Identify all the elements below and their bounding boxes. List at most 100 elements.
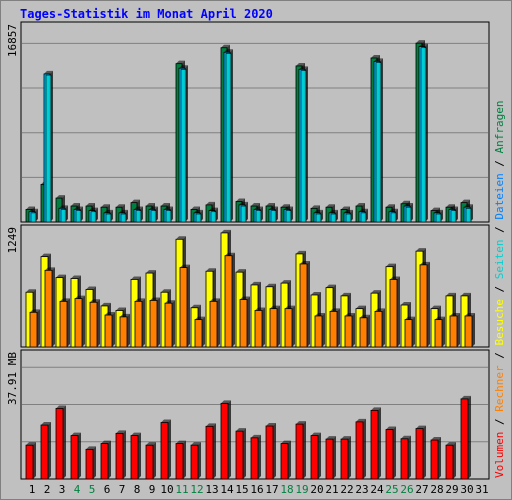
day-label: 1 bbox=[29, 483, 36, 496]
bar-rechner bbox=[194, 319, 203, 348]
day-label: 14 bbox=[220, 483, 234, 496]
bar-volumen bbox=[295, 423, 304, 480]
bar-rechner bbox=[254, 310, 263, 348]
bar-volumen-top bbox=[101, 440, 111, 444]
day-label: 7 bbox=[119, 483, 126, 496]
bar-volumen-side bbox=[228, 400, 231, 479]
bar-besuche-top bbox=[101, 302, 111, 306]
bar-volumen-top bbox=[131, 432, 141, 436]
bar-volumen bbox=[55, 408, 64, 480]
bar-volumen-side bbox=[33, 442, 36, 479]
bar-volumen-top bbox=[161, 419, 171, 423]
bar-rechner-side bbox=[337, 308, 340, 347]
side-legend-separator: / bbox=[493, 279, 506, 299]
bar-volumen-side bbox=[363, 418, 366, 479]
bar-rechner bbox=[389, 279, 398, 348]
day-label: 21 bbox=[325, 483, 338, 496]
bar-volumen-side bbox=[453, 442, 456, 479]
bar-volumen-top bbox=[41, 422, 51, 426]
bar-volumen bbox=[430, 439, 439, 480]
bar-volumen-side bbox=[183, 440, 186, 479]
day-label: 27 bbox=[415, 483, 428, 496]
side-legend-seiten: Seiten bbox=[493, 240, 506, 280]
day-label: 12 bbox=[190, 483, 203, 496]
bar-volumen bbox=[265, 425, 274, 480]
bar-seiten bbox=[345, 213, 352, 223]
bar-volumen bbox=[415, 428, 424, 480]
bar-volumen-top bbox=[26, 442, 36, 446]
bar-seiten bbox=[390, 212, 397, 223]
side-legend-anfragen: Anfragen bbox=[493, 100, 506, 153]
bar-seiten bbox=[240, 205, 247, 223]
bar-rechner-top bbox=[165, 300, 175, 304]
bar-volumen bbox=[250, 437, 259, 480]
bar-rechner-side bbox=[442, 316, 445, 347]
bar-rechner-side bbox=[277, 305, 280, 347]
bar-rechner-side bbox=[367, 314, 370, 347]
bar-volumen-top bbox=[221, 400, 231, 404]
bar-volumen bbox=[25, 444, 34, 480]
bar-seiten bbox=[405, 206, 412, 223]
bar-rechner bbox=[314, 315, 323, 348]
bar-rechner bbox=[59, 300, 68, 348]
bar-rechner bbox=[179, 267, 188, 348]
side-legend-separator: / bbox=[493, 412, 506, 432]
bar-volumen bbox=[145, 444, 154, 480]
bar-rechner-top bbox=[180, 264, 190, 268]
bar-rechner-top bbox=[300, 260, 310, 264]
y-max-label-bottom: 37.91 MB bbox=[6, 352, 19, 405]
bar-seiten bbox=[435, 213, 442, 223]
bar-volumen bbox=[220, 402, 229, 480]
bar-besuche-top bbox=[71, 275, 81, 279]
bar-volumen-top bbox=[191, 442, 201, 446]
bar-rechner bbox=[104, 314, 113, 348]
bar-seiten bbox=[60, 209, 67, 223]
bar-volumen-side bbox=[393, 426, 396, 479]
side-legend-rechner: Rechner bbox=[493, 365, 506, 412]
bar-rechner-side bbox=[217, 298, 220, 347]
day-label: 3 bbox=[59, 483, 66, 496]
bar-rechner-top bbox=[285, 305, 295, 309]
day-label: 15 bbox=[235, 483, 248, 496]
bar-volumen-side bbox=[243, 428, 246, 479]
bar-volumen-side bbox=[288, 440, 291, 479]
side-legend-besuche: Besuche bbox=[493, 299, 506, 345]
bar-rechner-side bbox=[157, 297, 160, 347]
bar-volumen-top bbox=[176, 440, 186, 444]
bar-rechner bbox=[344, 315, 353, 348]
bar-besuche-top bbox=[26, 289, 36, 293]
bar-rechner bbox=[404, 319, 413, 348]
day-label: 25 bbox=[385, 483, 398, 496]
bar-seiten bbox=[465, 208, 472, 223]
bar-besuche-top bbox=[191, 304, 201, 308]
bar-volumen-side bbox=[378, 407, 381, 479]
bar-seiten bbox=[135, 210, 142, 223]
bar-seiten bbox=[105, 213, 112, 223]
bar-volumen-side bbox=[213, 423, 216, 479]
side-legend-dateien: Dateien bbox=[493, 173, 506, 219]
bar-volumen-top bbox=[341, 436, 351, 440]
bar-rechner-side bbox=[292, 305, 295, 347]
bar-rechner bbox=[74, 298, 83, 348]
bar-seiten bbox=[180, 69, 187, 223]
bar-seiten bbox=[150, 210, 157, 223]
bar-volumen-top bbox=[251, 434, 261, 438]
bar-volumen-top bbox=[431, 437, 441, 441]
bar-rechner-side bbox=[232, 252, 235, 347]
bar-volumen bbox=[280, 443, 289, 480]
bar-rechner bbox=[239, 299, 248, 348]
day-label: 18 bbox=[280, 483, 293, 496]
bar-seiten bbox=[195, 213, 202, 223]
bar-rechner-top bbox=[360, 314, 370, 318]
bar-volumen-top bbox=[461, 395, 471, 399]
day-label: 24 bbox=[370, 483, 384, 496]
bar-rechner-side bbox=[37, 309, 40, 347]
day-label: 9 bbox=[149, 483, 156, 496]
bar-volumen-side bbox=[93, 446, 96, 479]
bar-rechner-side bbox=[352, 312, 355, 347]
bar-volumen-side bbox=[108, 440, 111, 479]
bar-seiten bbox=[420, 47, 427, 223]
bar-volumen-top bbox=[296, 421, 306, 425]
bar-besuche-top bbox=[131, 276, 141, 280]
bar-volumen bbox=[85, 448, 94, 480]
